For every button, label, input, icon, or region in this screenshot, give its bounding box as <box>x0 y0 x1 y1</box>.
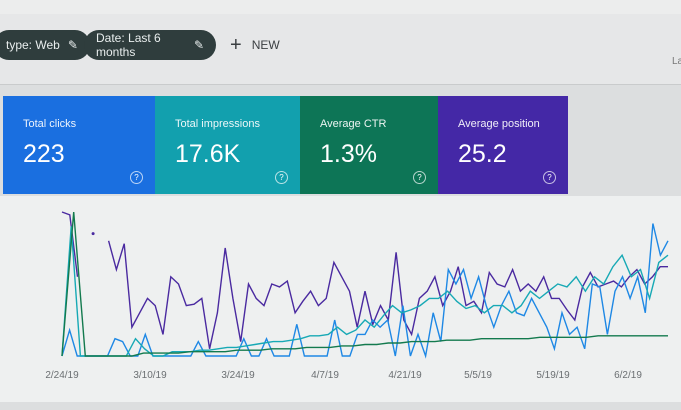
metric-value: 1.3% <box>320 140 377 168</box>
metric-card-average-position[interactable]: Average position 25.2 ? <box>438 96 568 194</box>
x-tick-label: 3/24/19 <box>221 370 255 381</box>
x-tick-label: 5/5/19 <box>464 370 492 381</box>
chip-label: type: Web <box>6 38 60 52</box>
metric-label: Total impressions <box>175 118 260 130</box>
metric-value: 25.2 <box>458 140 507 168</box>
series-2-line <box>61 226 669 357</box>
help-icon[interactable]: ? <box>275 171 288 184</box>
plus-icon: + <box>230 34 242 56</box>
help-icon[interactable]: ? <box>543 171 556 184</box>
series-3-line <box>61 211 668 357</box>
chart-panel <box>0 196 681 402</box>
filter-chip-type[interactable]: type: Web ✎ <box>0 30 90 60</box>
metric-label: Average position <box>458 118 540 130</box>
metric-cards: Total clicks 223 ? Total impressions 17.… <box>3 96 568 194</box>
metric-label: Total clicks <box>23 118 77 130</box>
help-icon[interactable]: ? <box>413 171 426 184</box>
metric-card-total-clicks[interactable]: Total clicks 223 ? <box>3 96 155 194</box>
new-filter-button[interactable]: + NEW <box>230 34 280 56</box>
x-tick-label: 6/2/19 <box>614 370 642 381</box>
pencil-icon[interactable]: ✎ <box>193 38 204 52</box>
chip-label: Date: Last 6 months <box>96 31 161 59</box>
right-label: La <box>672 56 681 67</box>
x-tick-label: 2/24/19 <box>45 370 79 381</box>
top-strip <box>0 0 681 15</box>
metric-card-total-impressions[interactable]: Total impressions 17.6K ? <box>155 96 300 194</box>
filter-chip-date[interactable]: Date: Last 6 months ✎ <box>84 30 216 60</box>
series-1-line <box>61 223 669 359</box>
new-label: NEW <box>251 38 280 52</box>
x-tick-label: 3/10/19 <box>133 370 167 381</box>
x-tick-label: 5/19/19 <box>536 370 570 381</box>
metric-value: 17.6K <box>175 140 241 168</box>
x-tick-label: 4/7/19 <box>311 370 339 381</box>
series-0-line <box>61 211 79 277</box>
help-icon[interactable]: ? <box>130 171 143 184</box>
x-tick-label: 4/21/19 <box>388 370 422 381</box>
series-0-line <box>107 240 668 349</box>
series-0-point <box>91 232 95 236</box>
pencil-icon[interactable]: ✎ <box>67 38 78 52</box>
metric-card-average-ctr[interactable]: Average CTR 1.3% ? <box>300 96 438 194</box>
metric-label: Average CTR <box>320 118 387 130</box>
metric-value: 223 <box>23 140 65 168</box>
performance-line-chart <box>61 211 669 359</box>
